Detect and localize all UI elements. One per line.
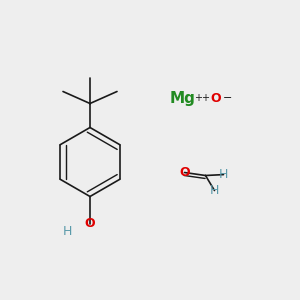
Text: H: H [219,168,228,181]
Text: H: H [63,225,72,238]
Text: O: O [179,166,190,179]
Text: ++: ++ [194,93,210,103]
Text: H: H [210,184,219,197]
Text: O: O [85,217,95,230]
Text: Mg: Mg [170,92,196,106]
Text: −: − [222,93,232,103]
Text: O: O [210,92,221,106]
